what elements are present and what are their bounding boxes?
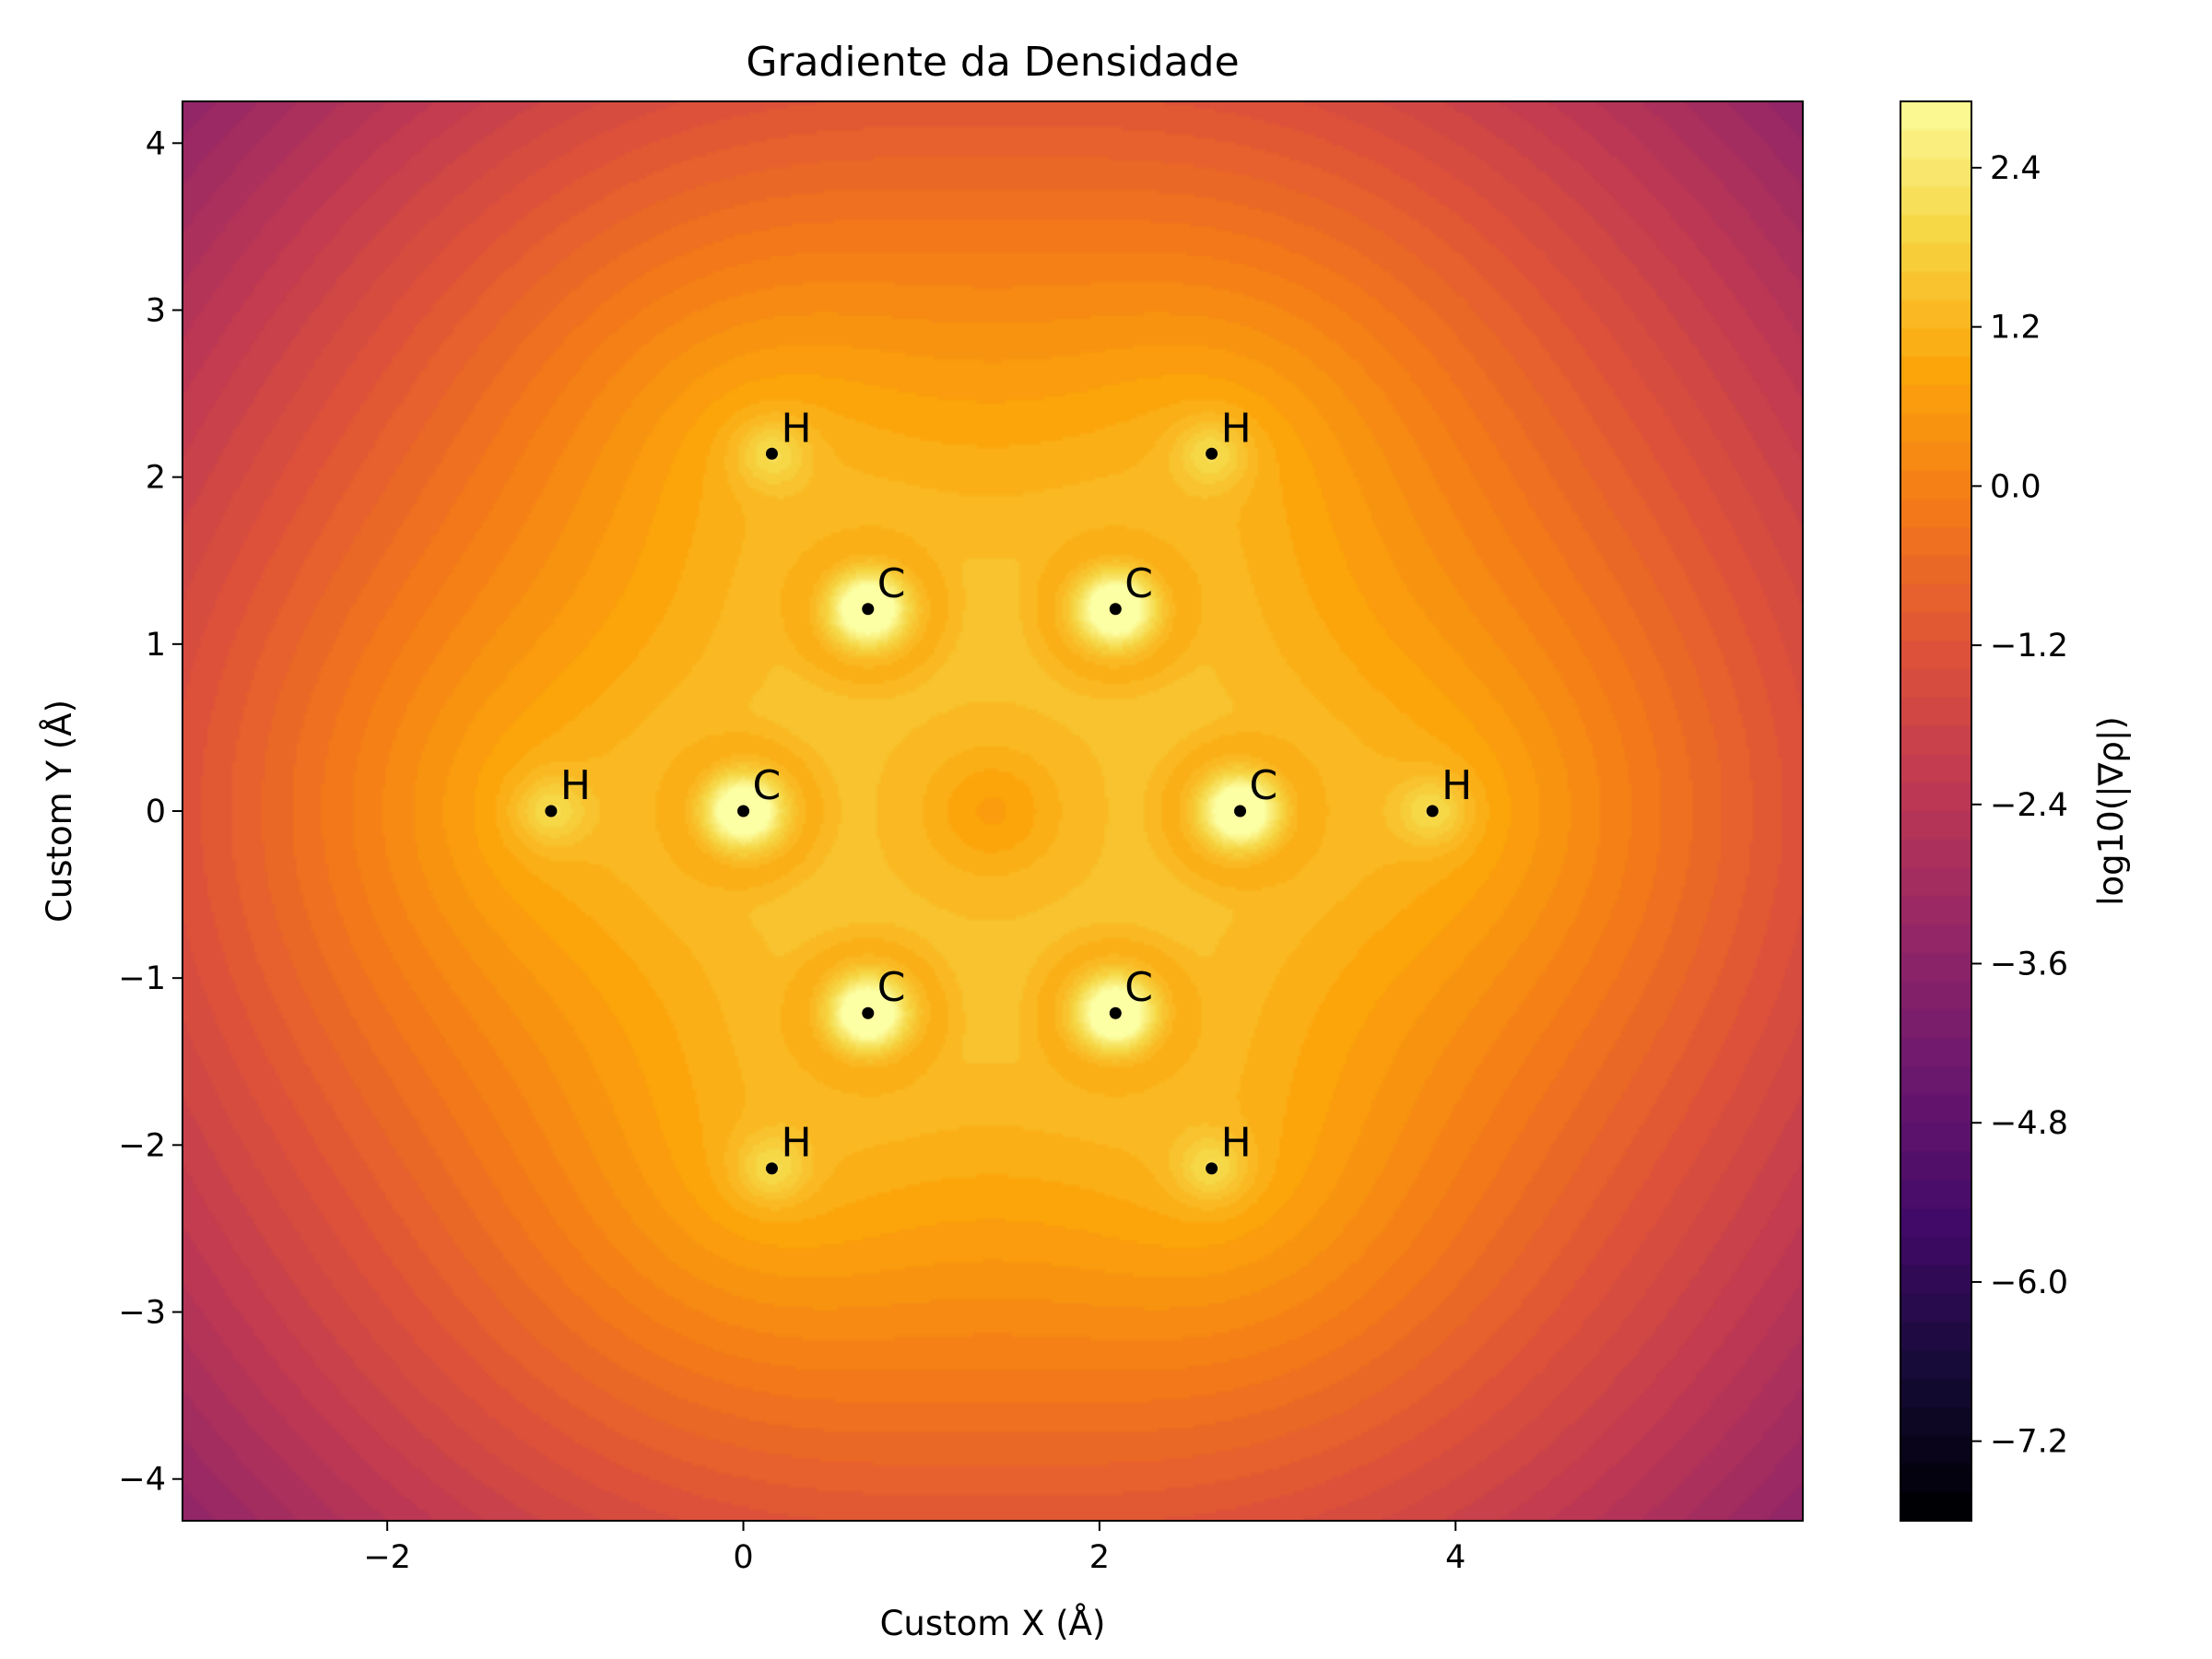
atom-label-h: H — [781, 1120, 811, 1167]
atoms-layer: C C C C C C H H H H H H — [545, 405, 1472, 1175]
atom-marker-h — [1426, 805, 1439, 818]
y-tick-label: 4 — [146, 125, 166, 162]
y-axis-label: Custom Y (Å) — [39, 700, 79, 923]
atom-label-c: C — [1124, 964, 1153, 1011]
colorbar-gradient — [1900, 101, 1971, 1521]
atom-label-h: H — [781, 405, 811, 452]
colorbar-tick-label: −1.2 — [1990, 628, 2068, 665]
atom-label-c: C — [877, 964, 906, 1011]
y-tick-label: 2 — [146, 460, 166, 497]
atom-marker-h — [765, 1162, 778, 1175]
atom-marker-h — [545, 805, 558, 818]
atom-label-c: C — [1250, 762, 1278, 809]
atom-label-h: H — [1221, 1120, 1252, 1167]
atom-label-h: H — [560, 762, 591, 809]
atom-marker-c — [1109, 603, 1122, 616]
atom-label-c: C — [877, 560, 906, 607]
colorbar-ticks: 2.4 1.2 0.0 −1.2 −2.4 −3.6 −4.8 −6.0 −7.2 — [1971, 150, 2068, 1461]
chart-title: Gradiente da Densidade — [746, 39, 1239, 86]
atom-marker-h — [1206, 447, 1218, 460]
atom-label-h: H — [1221, 405, 1252, 452]
atom-marker-c — [1234, 805, 1247, 818]
x-tick-label: 4 — [1445, 1539, 1465, 1576]
heatmap-plot-area: C C C C C C H H H H H H — [182, 100, 1804, 1522]
colorbar-tick-label: −7.2 — [1990, 1424, 2068, 1461]
x-tick-label: 0 — [733, 1539, 753, 1576]
colorbar-tick-label: −3.6 — [1990, 947, 2068, 983]
atom-marker-c — [1109, 1006, 1122, 1019]
atom-marker-c — [737, 805, 750, 818]
colorbar-tick-label: 1.2 — [1990, 310, 2041, 347]
x-tick-label: −2 — [363, 1539, 411, 1576]
colorbar-tick-label: −6.0 — [1990, 1265, 2068, 1301]
colorbar-tick-label: −4.8 — [1990, 1105, 2068, 1142]
x-axis: −2 0 2 4 — [363, 1521, 1465, 1576]
density-gradient-heatmap — [182, 101, 1803, 1521]
y-tick-label: 1 — [146, 627, 166, 664]
atom-label-c: C — [1124, 560, 1153, 607]
x-tick-label: 2 — [1089, 1539, 1110, 1576]
colorbar-label: log10(|∇ρ|) — [2091, 716, 2131, 906]
atom-label-h: H — [1441, 762, 1472, 809]
y-axis: −4 −3 −2 −1 0 1 2 3 4 — [118, 125, 182, 1499]
colorbar-tick-label: 2.4 — [1990, 150, 2041, 187]
y-tick-label: 0 — [146, 794, 166, 830]
y-tick-label: −2 — [118, 1127, 166, 1164]
atom-marker-c — [862, 603, 875, 616]
colorbar-frame — [1900, 100, 1972, 1522]
atom-marker-h — [1206, 1162, 1218, 1175]
atom-marker-h — [765, 447, 778, 460]
y-tick-label: 3 — [146, 292, 166, 329]
y-tick-label: −1 — [118, 960, 166, 997]
colorbar: 2.4 1.2 0.0 −1.2 −2.4 −3.6 −4.8 −6.0 −7.2 log10(… — [1900, 100, 2131, 1522]
x-axis-label: Custom X (Å) — [880, 1603, 1106, 1643]
y-tick-label: −4 — [118, 1462, 166, 1499]
atom-marker-c — [862, 1006, 875, 1019]
colorbar-tick-label: 0.0 — [1990, 468, 2041, 505]
atom-label-c: C — [753, 762, 782, 809]
y-tick-label: −3 — [118, 1295, 166, 1332]
colorbar-tick-label: −2.4 — [1990, 787, 2068, 824]
